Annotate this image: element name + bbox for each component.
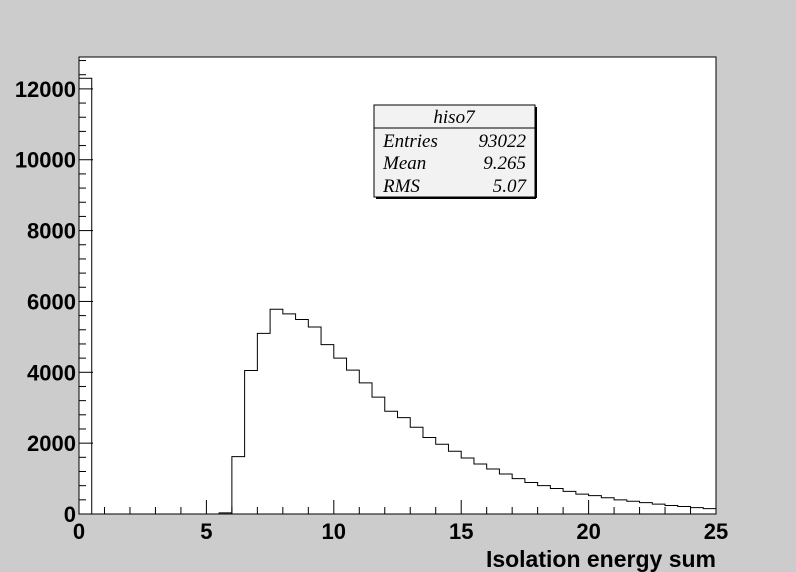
histogram-plot (78, 77, 717, 515)
stats-rms-value: 5.07 (493, 176, 528, 197)
x-tick-label: 15 (449, 519, 473, 544)
stats-rms-label: RMS (382, 176, 420, 197)
histogram-bin (538, 486, 551, 514)
x-tick-label: 25 (704, 519, 728, 544)
histogram-bin (436, 444, 449, 514)
histogram-bin (398, 418, 411, 514)
histogram-bin (296, 320, 309, 514)
y-tick-label: 12000 (15, 77, 76, 102)
histogram-bin (385, 411, 398, 514)
stats-box: hiso7 Entries 93022 Mean 9.265 RMS 5.07 (373, 104, 537, 199)
histogram-bin (232, 457, 245, 514)
histogram-bin (499, 474, 512, 514)
y-tick-label: 4000 (27, 360, 76, 385)
histogram-bin (79, 78, 92, 514)
histogram-bin (283, 314, 296, 514)
histogram-bin (321, 345, 334, 514)
x-tick-label: 0 (73, 519, 85, 544)
histogram-bin (448, 451, 461, 514)
histogram-bin (461, 458, 474, 514)
histogram-bin (601, 498, 614, 514)
y-tick-label: 6000 (27, 289, 76, 314)
histogram-bin (347, 370, 360, 514)
histogram-bin (640, 503, 653, 514)
histogram-bin (512, 479, 525, 514)
histogram-bin (589, 496, 602, 514)
stats-mean-label: Mean (382, 153, 426, 174)
x-tick-label: 5 (200, 519, 212, 544)
histogram-bin (691, 508, 704, 514)
histogram-bin (270, 309, 283, 514)
histogram-bin (703, 509, 716, 514)
histogram-bin (410, 427, 423, 514)
histogram-bin (614, 500, 627, 514)
histogram-bin (308, 327, 321, 514)
histogram-bin (665, 505, 678, 514)
stats-entries-label: Entries (382, 131, 438, 152)
x-tick-label: 10 (322, 519, 346, 544)
histogram-bin (423, 437, 436, 514)
histogram-bin (487, 469, 500, 514)
stats-title: hiso7 (433, 107, 476, 128)
histogram-bin (652, 504, 665, 514)
histogram-bin (474, 464, 487, 514)
y-tick-label: 2000 (27, 431, 76, 456)
histogram-bin (257, 333, 270, 514)
y-tick-label: 10000 (15, 148, 76, 173)
histogram-bin (563, 491, 576, 514)
histogram-outline (78, 77, 717, 515)
stats-mean-value: 9.265 (483, 153, 526, 174)
histogram-bin (359, 383, 372, 514)
histogram-bin (245, 371, 258, 514)
stats-box-frame (373, 104, 536, 198)
histogram-bin (334, 358, 347, 514)
histogram-bin (576, 494, 589, 514)
histogram-bin (550, 488, 563, 514)
y-tick-label: 0 (64, 502, 76, 527)
stats-entries-value: 93022 (479, 131, 527, 152)
histogram-bin (219, 513, 232, 514)
histogram-bin (525, 482, 538, 514)
x-tick-label: 20 (576, 519, 600, 544)
histogram-bin (678, 507, 691, 514)
x-axis-title: Isolation energy sum (486, 546, 716, 572)
histogram-bin (372, 397, 385, 514)
y-tick-label: 8000 (27, 219, 76, 244)
histogram-bin (627, 501, 640, 514)
axes: 0 5 10 15 20 25 0 2000 4000 6000 8000 10000 12000 (15, 60, 728, 544)
